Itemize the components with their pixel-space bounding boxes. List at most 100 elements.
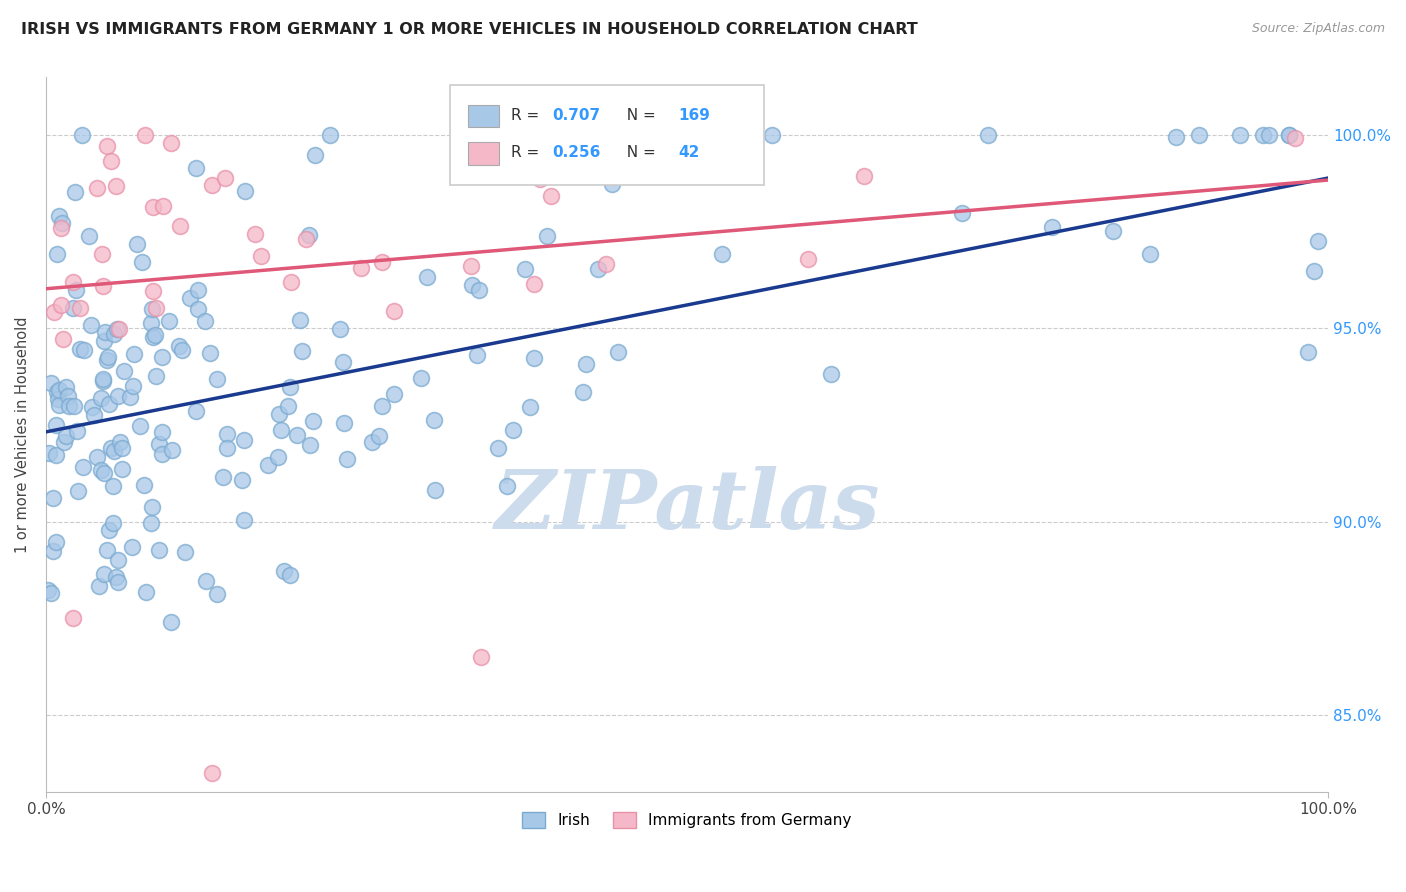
Point	[100, 442, 122, 456]
Point	[1040, 220, 1063, 235]
Point	[82, 400, 104, 414]
Point	[121, 540, 143, 554]
Point	[1278, 128, 1301, 143]
Point	[65, 284, 87, 298]
Point	[215, 427, 238, 442]
Point	[170, 343, 193, 357]
Point	[536, 229, 558, 244]
Point	[143, 328, 166, 343]
Point	[157, 314, 180, 328]
Point	[108, 435, 131, 450]
Point	[333, 416, 356, 430]
Point	[1102, 224, 1125, 238]
Point	[519, 401, 541, 415]
Point	[62, 275, 84, 289]
Point	[460, 260, 482, 274]
Text: N =: N =	[617, 108, 661, 123]
Point	[152, 199, 174, 213]
Point	[45, 418, 67, 433]
Point	[52, 435, 75, 450]
Point	[122, 379, 145, 393]
Point	[423, 483, 446, 497]
Point	[350, 261, 373, 276]
Point	[98, 523, 121, 537]
Point	[595, 257, 617, 271]
Point	[45, 448, 67, 462]
Point	[86, 450, 108, 465]
Point	[1303, 264, 1326, 278]
Point	[56, 388, 79, 402]
Point	[318, 128, 340, 143]
Point	[423, 413, 446, 427]
Point	[145, 368, 167, 383]
Point	[522, 351, 544, 366]
Point	[62, 301, 84, 315]
Point	[461, 278, 484, 293]
Point	[298, 228, 321, 243]
Point	[187, 302, 209, 317]
Point	[69, 342, 91, 356]
Point	[107, 389, 129, 403]
Point	[270, 424, 292, 438]
Point	[62, 611, 84, 625]
Point	[42, 544, 65, 558]
Text: IRISH VS IMMIGRANTS FROM GERMANY 1 OR MORE VEHICLES IN HOUSEHOLD CORRELATION CHA: IRISH VS IMMIGRANTS FROM GERMANY 1 OR MO…	[21, 22, 918, 37]
Point	[522, 277, 544, 291]
Point	[273, 565, 295, 579]
Point	[101, 516, 124, 531]
Point	[1278, 128, 1301, 143]
Y-axis label: 1 or more Vehicles in Household: 1 or more Vehicles in Household	[15, 317, 30, 553]
Point	[93, 566, 115, 581]
Point	[107, 575, 129, 590]
FancyBboxPatch shape	[468, 104, 499, 128]
Text: 0.707: 0.707	[553, 108, 600, 123]
Point	[184, 404, 207, 418]
Point	[91, 372, 114, 386]
Point	[58, 399, 80, 413]
Point	[86, 181, 108, 195]
Point	[41, 376, 63, 390]
Point	[139, 317, 162, 331]
Point	[105, 321, 128, 335]
Point	[93, 279, 115, 293]
Point	[42, 491, 65, 505]
Point	[141, 302, 163, 317]
Point	[62, 400, 84, 414]
Point	[98, 397, 121, 411]
Point	[193, 314, 215, 328]
Point	[142, 329, 165, 343]
Point	[104, 569, 127, 583]
Point	[250, 249, 273, 263]
Point	[142, 200, 165, 214]
Point	[111, 442, 134, 456]
Point	[51, 216, 73, 230]
Point	[48, 210, 70, 224]
Text: R =: R =	[512, 108, 544, 123]
Point	[540, 189, 562, 203]
Point	[80, 318, 103, 333]
Point	[195, 574, 218, 588]
Point	[211, 470, 233, 484]
Point	[465, 348, 488, 362]
Point	[820, 367, 842, 381]
Point	[150, 446, 173, 460]
Point	[243, 227, 266, 241]
Point	[179, 291, 201, 305]
Point	[278, 568, 301, 582]
Point	[87, 579, 110, 593]
Point	[486, 441, 509, 455]
Point	[600, 178, 623, 192]
Point	[205, 587, 228, 601]
Point	[105, 179, 128, 194]
Text: 42: 42	[678, 145, 699, 160]
Point	[48, 398, 70, 412]
Point	[52, 332, 75, 346]
Point	[141, 500, 163, 514]
Point	[299, 438, 322, 452]
Point	[79, 228, 101, 243]
Point	[470, 649, 492, 664]
Point	[145, 301, 167, 315]
Point	[302, 414, 325, 428]
Point	[710, 247, 733, 261]
Point	[232, 513, 254, 527]
